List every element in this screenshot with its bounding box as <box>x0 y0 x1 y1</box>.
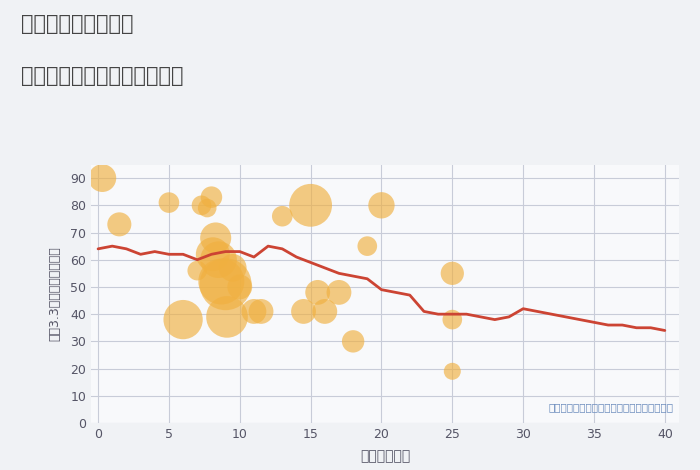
Point <box>221 313 232 321</box>
Point <box>97 174 108 182</box>
Point <box>234 283 246 291</box>
Point <box>362 243 373 250</box>
Text: 円の大きさは、取引のあった物件面積を示す: 円の大きさは、取引のあった物件面積を示す <box>548 403 673 413</box>
Point <box>210 234 221 242</box>
Point <box>447 270 458 277</box>
Point <box>347 337 358 345</box>
Point <box>305 202 316 209</box>
X-axis label: 築年数（年）: 築年数（年） <box>360 449 410 463</box>
Point <box>319 308 330 315</box>
Text: 三重県松阪市肥留町: 三重県松阪市肥留町 <box>21 14 134 34</box>
Point <box>163 199 174 206</box>
Y-axis label: 坪（3.3㎡）単価（万円）: 坪（3.3㎡）単価（万円） <box>49 246 62 341</box>
Point <box>178 316 189 323</box>
Point <box>333 289 344 296</box>
Point <box>276 212 288 220</box>
Point <box>298 308 309 315</box>
Text: 築年数別中古マンション価格: 築年数別中古マンション価格 <box>21 66 183 86</box>
Point <box>376 202 387 209</box>
Point <box>213 256 224 264</box>
Point <box>256 308 267 315</box>
Point <box>447 316 458 323</box>
Point <box>196 202 207 209</box>
Point <box>207 251 218 258</box>
Point <box>202 204 213 212</box>
Point <box>227 264 238 272</box>
Point <box>248 308 260 315</box>
Point <box>312 289 323 296</box>
Point <box>447 368 458 375</box>
Point <box>220 281 231 288</box>
Point <box>192 267 203 274</box>
Point <box>206 193 217 201</box>
Point <box>216 278 227 285</box>
Point <box>113 220 125 228</box>
